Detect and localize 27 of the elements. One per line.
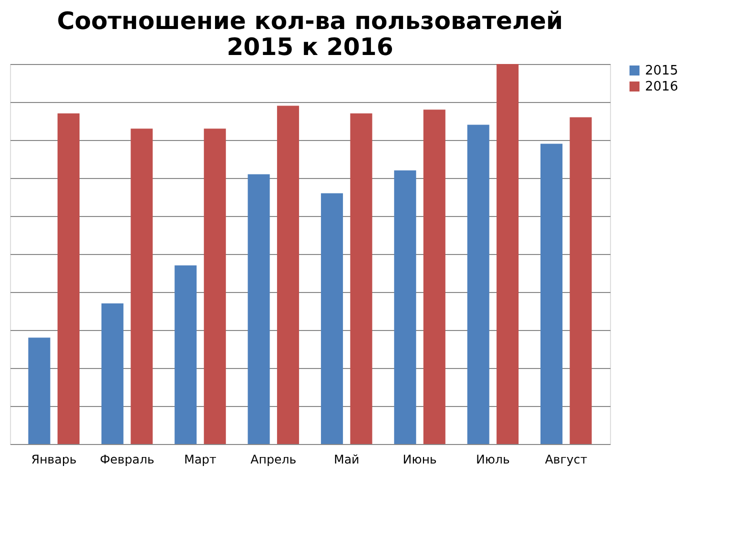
x-tick-label: Январь <box>31 452 77 466</box>
x-tick-label: Апрель <box>250 452 296 466</box>
x-tick-label: Июль <box>476 452 510 466</box>
x-tick-label: Август <box>544 452 588 466</box>
bar <box>204 128 226 444</box>
bar <box>174 265 197 444</box>
chart-title: Соотношение кол-ва пользователей 2015 к 2016 <box>57 7 563 61</box>
bar <box>496 64 519 444</box>
bar <box>540 144 562 444</box>
legend-label: 2016 <box>645 80 678 94</box>
bar <box>467 124 490 444</box>
bar <box>350 113 372 444</box>
bar <box>394 170 416 444</box>
bar <box>320 193 343 444</box>
bar <box>277 106 300 444</box>
x-tick-label: Июнь <box>402 452 437 466</box>
legend-label: 2015 <box>645 64 678 78</box>
x-tick-label: Март <box>184 452 216 466</box>
bar <box>28 338 50 444</box>
bar <box>58 113 80 444</box>
x-tick-label: Май <box>334 452 360 466</box>
bar <box>130 128 153 444</box>
bar <box>570 117 592 444</box>
bar <box>248 174 270 444</box>
x-tick-label: Февраль <box>100 452 154 466</box>
bar <box>101 303 124 444</box>
bar <box>423 110 446 444</box>
